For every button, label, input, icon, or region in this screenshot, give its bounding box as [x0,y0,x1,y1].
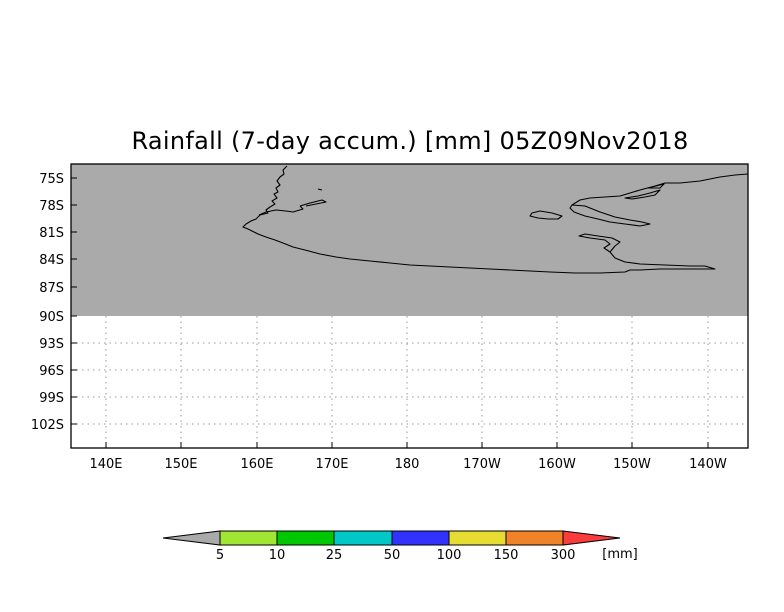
colorbar-label: 150 [494,548,519,563]
lat-label: 84S [39,253,64,268]
lon-label: 160W [538,457,576,472]
antarctic-coastline [242,165,749,274]
colorbar-label: 25 [326,548,343,563]
colorbar-swatch [276,530,335,546]
lon-label: 160E [240,457,273,472]
colorbar-swatch [333,530,393,546]
longitude-labels: 140E 150E 160E 170E 180 170W 160W 150W 1… [89,457,726,472]
colorbar-label: 300 [551,548,576,563]
lon-label: 150W [613,457,651,472]
colorbar-labels: 5 10 25 50 100 150 300 [mm] [216,547,638,563]
lat-label: 99S [39,391,64,406]
lon-label: 140W [689,457,727,472]
lat-label: 87S [39,281,64,296]
colorbar-swatch [391,530,450,546]
lon-label: 170E [315,457,348,472]
longitude-ticks [105,442,709,448]
lat-label: 81S [39,226,64,241]
latitude-labels: 75S 78S 81S 84S 87S 90S 93S 96S 99S 102S [31,172,64,433]
colorbar-label: 50 [384,548,401,563]
lat-label: 96S [39,364,64,379]
colorbar-swatch [219,530,278,546]
lat-label: 90S [39,310,64,325]
plot-frame [70,163,749,449]
latitude-ticks [71,177,77,425]
lat-label: 93S [39,337,64,352]
colorbar-legend [162,530,621,546]
lon-label: 150E [164,457,197,472]
colorbar-unit-label: [mm] [602,547,637,562]
lat-label: 102S [31,418,64,433]
lat-label: 78S [39,199,64,214]
gridlines [71,316,748,448]
colorbar-swatch-above [562,530,621,546]
colorbar-label: 5 [216,548,224,563]
colorbar-swatch [505,530,564,546]
colorbar-swatch [448,530,507,546]
masked-region [71,164,748,316]
lon-label: 140E [89,457,122,472]
colorbar-label: 100 [437,548,462,563]
lat-label: 75S [39,172,64,187]
map-title: Rainfall (7-day accum.) [mm] 05Z09Nov201… [131,127,689,155]
lon-label: 170W [463,457,501,472]
lon-label: 180 [395,457,420,472]
colorbar-swatch-below [162,530,221,546]
colorbar-label: 10 [269,548,286,563]
